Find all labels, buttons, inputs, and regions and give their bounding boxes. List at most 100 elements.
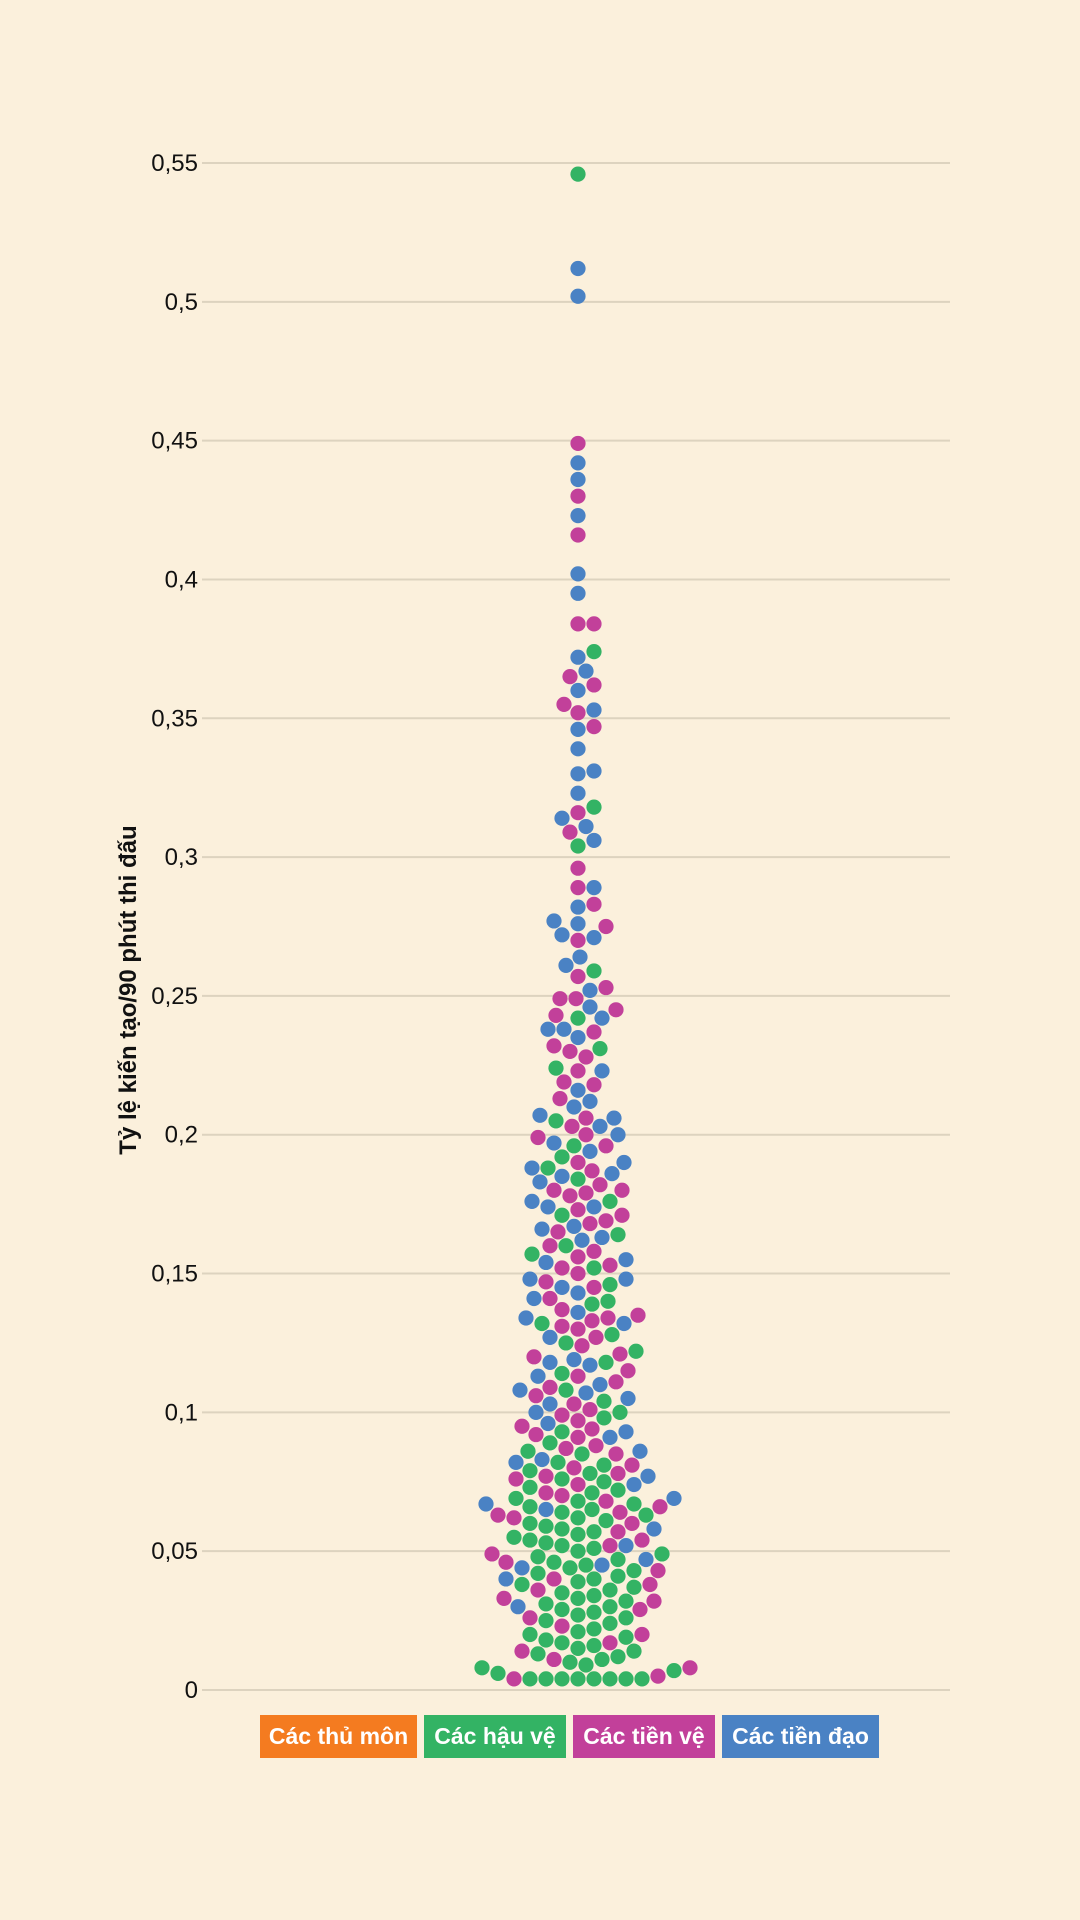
data-point-def [522, 1479, 538, 1495]
data-point-fwd [570, 741, 586, 757]
y-tick-label: 0,25 [151, 983, 198, 1010]
data-point-mid [498, 1554, 514, 1570]
data-point-mid [608, 1002, 624, 1018]
data-point-mid [570, 1476, 586, 1493]
y-axis-label: Tỷ lệ kiến tạo/90 phút thi đấu [115, 825, 142, 1154]
data-point-mid [598, 1493, 614, 1509]
data-point-fwd [592, 1118, 608, 1134]
data-point-fwd [508, 1454, 524, 1470]
data-point-mid [530, 1129, 546, 1146]
data-point-mid [682, 1660, 698, 1676]
data-point-def [592, 1041, 608, 1057]
data-point-mid [566, 1460, 582, 1476]
data-point-mid [614, 1182, 630, 1198]
data-point-def [530, 1549, 546, 1565]
data-point-fwd [570, 916, 586, 932]
data-point-fwd [546, 1135, 562, 1151]
data-point-def [626, 1496, 642, 1512]
data-point-def [522, 1671, 538, 1687]
data-point-mid [586, 1077, 602, 1093]
data-point-fwd [570, 785, 586, 801]
data-point-fwd [538, 1501, 554, 1518]
y-tick-label: 0,45 [151, 428, 198, 455]
data-point-mid [642, 1576, 658, 1593]
data-point-fwd [542, 1396, 558, 1412]
data-point-fwd [554, 1279, 570, 1296]
data-point-fwd [554, 927, 570, 943]
data-point-fwd [556, 1021, 572, 1037]
data-point-def [570, 1607, 586, 1623]
data-point-fwd [570, 1082, 586, 1098]
data-point-def [508, 1490, 524, 1507]
data-point-def [554, 1365, 570, 1382]
data-point-mid [528, 1426, 544, 1443]
data-point-def [538, 1518, 554, 1534]
data-point-def [562, 1654, 578, 1670]
data-point-mid [506, 1510, 522, 1526]
data-point-fwd [538, 1254, 554, 1271]
data-point-mid [586, 719, 602, 735]
data-point-fwd [512, 1382, 528, 1398]
data-point-mid [588, 1329, 604, 1346]
data-point-def [618, 1629, 634, 1645]
data-point-def [618, 1610, 634, 1626]
data-point-mid [578, 1127, 594, 1143]
data-point-mid [484, 1546, 500, 1562]
data-point-fwd [558, 957, 574, 973]
data-point-def [602, 1599, 618, 1615]
data-point-fwd [570, 260, 586, 277]
data-point-mid [496, 1590, 512, 1606]
data-point-mid [570, 705, 586, 721]
data-point-mid [574, 1338, 590, 1354]
y-tick-label: 0,4 [165, 566, 198, 593]
data-point-mid [570, 932, 586, 948]
data-point-fwd [586, 930, 602, 946]
legend-defenders-label: Các hậu vệ [434, 1723, 556, 1749]
data-point-def [596, 1410, 612, 1426]
y-tick-label: 0 [185, 1677, 198, 1704]
data-point-def [530, 1565, 546, 1581]
data-point-fwd [510, 1599, 526, 1615]
data-point-def [610, 1568, 626, 1584]
data-point-def [584, 1501, 600, 1518]
data-point-fwd [606, 1110, 622, 1126]
data-point-mid [650, 1563, 666, 1579]
data-point-fwd [586, 702, 602, 718]
data-point-def [530, 1646, 546, 1662]
data-point-mid [570, 1154, 586, 1171]
data-point-mid [578, 1049, 594, 1065]
data-point-fwd [566, 1099, 582, 1115]
data-point-mid [570, 1063, 586, 1079]
data-point-mid [592, 1177, 608, 1193]
data-point-mid [598, 1213, 614, 1229]
data-point-def [586, 644, 602, 660]
data-point-def [596, 1474, 612, 1490]
data-point-fwd [570, 1285, 586, 1301]
data-point-mid [610, 1465, 626, 1482]
data-point-def [602, 1582, 618, 1598]
data-point-def [550, 1454, 566, 1470]
data-point-fwd [570, 1029, 586, 1046]
data-point-mid [570, 968, 586, 985]
data-point-def [538, 1632, 554, 1648]
data-point-fwd [532, 1174, 548, 1190]
data-point-mid [598, 979, 614, 996]
data-point-def [554, 1471, 570, 1487]
data-point-def [602, 1615, 618, 1631]
data-point-mid [562, 669, 578, 685]
data-point-def [604, 1327, 620, 1343]
data-point-mid [570, 435, 586, 452]
data-point-def [610, 1551, 626, 1568]
data-point-def [584, 1485, 600, 1501]
data-point-def [558, 1238, 574, 1254]
legend-defenders: Các hậu vệ [424, 1715, 566, 1758]
data-point-def [574, 1446, 590, 1462]
legend-midfielders: Các tiền vệ [573, 1715, 715, 1758]
data-point-mid [624, 1457, 640, 1473]
data-points [474, 166, 698, 1687]
data-point-def [522, 1626, 538, 1643]
data-point-def [554, 1671, 570, 1687]
data-point-mid [570, 1429, 586, 1445]
data-point-def [570, 1171, 586, 1187]
data-point-def [634, 1671, 650, 1687]
